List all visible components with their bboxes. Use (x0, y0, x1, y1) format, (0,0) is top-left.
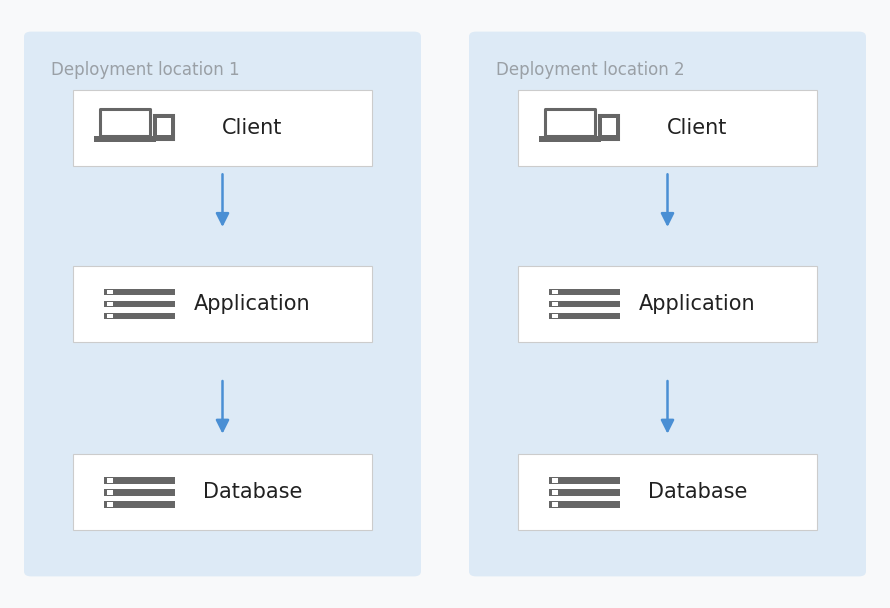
FancyBboxPatch shape (548, 501, 619, 508)
FancyBboxPatch shape (552, 478, 558, 483)
FancyBboxPatch shape (103, 300, 174, 308)
FancyBboxPatch shape (548, 477, 619, 484)
FancyBboxPatch shape (548, 489, 619, 496)
Text: Client: Client (222, 118, 282, 137)
FancyBboxPatch shape (157, 119, 171, 135)
Text: Database: Database (648, 483, 747, 502)
FancyBboxPatch shape (552, 502, 558, 506)
Text: Deployment location 2: Deployment location 2 (496, 61, 684, 79)
FancyBboxPatch shape (552, 302, 558, 306)
FancyBboxPatch shape (73, 455, 372, 530)
FancyBboxPatch shape (103, 313, 174, 319)
FancyBboxPatch shape (103, 489, 174, 496)
FancyBboxPatch shape (103, 501, 174, 508)
Text: Deployment location 1: Deployment location 1 (51, 61, 239, 79)
FancyBboxPatch shape (154, 115, 174, 139)
FancyBboxPatch shape (552, 491, 558, 494)
FancyBboxPatch shape (548, 289, 619, 295)
FancyBboxPatch shape (73, 89, 372, 165)
FancyBboxPatch shape (103, 289, 174, 295)
FancyBboxPatch shape (107, 491, 113, 494)
FancyBboxPatch shape (519, 266, 817, 342)
Text: Database: Database (203, 483, 302, 502)
FancyBboxPatch shape (602, 119, 616, 135)
FancyBboxPatch shape (539, 136, 601, 142)
FancyBboxPatch shape (548, 313, 619, 319)
FancyBboxPatch shape (107, 302, 113, 306)
FancyBboxPatch shape (107, 290, 113, 294)
FancyBboxPatch shape (552, 314, 558, 318)
Text: Client: Client (668, 118, 727, 137)
Text: Application: Application (194, 294, 311, 314)
FancyBboxPatch shape (107, 314, 113, 318)
FancyBboxPatch shape (103, 477, 174, 484)
FancyBboxPatch shape (73, 266, 372, 342)
FancyBboxPatch shape (24, 32, 421, 576)
FancyBboxPatch shape (519, 455, 817, 530)
Text: Application: Application (639, 294, 756, 314)
FancyBboxPatch shape (469, 32, 866, 576)
FancyBboxPatch shape (599, 115, 619, 139)
FancyBboxPatch shape (552, 290, 558, 294)
FancyBboxPatch shape (107, 502, 113, 506)
FancyBboxPatch shape (107, 478, 113, 483)
FancyBboxPatch shape (519, 89, 817, 165)
FancyBboxPatch shape (548, 300, 619, 308)
FancyBboxPatch shape (94, 136, 156, 142)
